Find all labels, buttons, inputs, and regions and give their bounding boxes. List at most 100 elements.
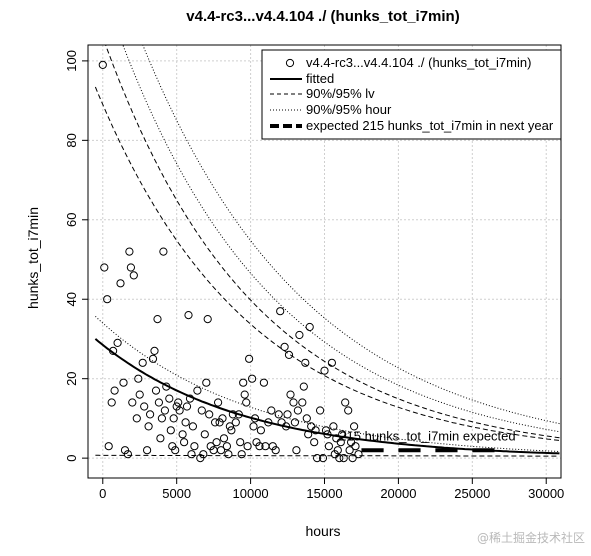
data-point	[132, 414, 141, 423]
data-point	[271, 446, 280, 455]
y-tick-label: 0	[64, 455, 79, 462]
data-point	[146, 410, 155, 419]
watermark: @稀土掘金技术社区	[477, 530, 585, 545]
data-point	[338, 430, 347, 439]
data-point	[351, 442, 360, 451]
data-point	[255, 442, 264, 451]
data-point	[236, 438, 245, 447]
data-point	[218, 414, 227, 423]
data-point	[197, 406, 206, 415]
data-point	[341, 398, 350, 407]
data-point	[280, 342, 289, 351]
data-point	[243, 442, 252, 451]
data-point	[166, 426, 175, 435]
data-point	[324, 442, 333, 451]
data-point	[174, 398, 183, 407]
data-point	[336, 438, 345, 447]
x-tick-label: 25000	[454, 486, 490, 501]
data-point	[222, 442, 231, 451]
data-point	[239, 378, 248, 387]
data-point	[345, 446, 354, 455]
data-point	[323, 430, 332, 439]
data-point	[354, 450, 363, 459]
y-tick-label: 100	[64, 50, 79, 72]
data-point	[264, 418, 273, 427]
x-tick-label: 10000	[233, 486, 269, 501]
data-point	[178, 430, 187, 439]
data-point	[302, 414, 311, 423]
data-point	[138, 358, 147, 367]
data-point	[237, 450, 246, 459]
y-tick-label: 60	[64, 213, 79, 227]
data-point	[267, 406, 276, 415]
data-point	[126, 263, 135, 272]
data-point	[140, 402, 149, 411]
y-tick-label: 20	[64, 371, 79, 385]
data-point	[240, 390, 249, 399]
data-point	[248, 374, 257, 383]
data-point	[327, 358, 336, 367]
data-point	[311, 426, 320, 435]
data-point	[154, 398, 163, 407]
data-point	[187, 450, 196, 459]
legend-label-fitted: fitted	[306, 71, 334, 86]
x-axis-label: hours	[305, 523, 340, 539]
data-point	[225, 422, 234, 431]
data-point	[335, 454, 344, 463]
x-tick-label: 0	[99, 486, 106, 501]
data-point	[190, 442, 199, 451]
data-point	[228, 410, 237, 419]
data-point	[224, 450, 233, 459]
data-point	[305, 322, 314, 332]
data-point	[128, 398, 137, 407]
data-point	[153, 315, 162, 324]
data-point	[184, 311, 193, 320]
data-point	[200, 430, 209, 439]
data-point	[216, 446, 226, 455]
data-point	[116, 279, 125, 288]
data-point	[299, 382, 308, 391]
data-point	[344, 406, 353, 415]
legend-box	[261, 49, 562, 140]
x-tick-label: 5000	[162, 486, 191, 501]
data-point	[276, 307, 285, 316]
legend-label-lv: 90%/95% lv	[306, 86, 375, 101]
expected-annotation: 215 hunks_tot_i7min expected	[339, 428, 515, 443]
points-layer	[98, 60, 363, 463]
data-point	[348, 454, 357, 463]
data-point	[199, 450, 208, 459]
data-point	[249, 422, 258, 431]
data-point	[313, 454, 322, 463]
band-line-hour-upper	[142, 45, 560, 425]
data-point	[125, 247, 134, 256]
legend-label-points: v4.4-rc3...v4.4.104 ./ (hunks_tot_i7min)	[306, 55, 531, 70]
data-point	[316, 406, 325, 415]
data-point	[293, 406, 302, 415]
data-point	[129, 271, 138, 280]
data-point	[290, 418, 299, 427]
data-point	[144, 422, 153, 431]
chart-title: v4.4-rc3...v4.4.104 ./ (hunks_tot_i7min)	[186, 8, 459, 25]
data-point	[110, 386, 119, 395]
data-point	[104, 442, 113, 451]
data-point	[202, 378, 211, 387]
data-point	[350, 422, 359, 431]
data-point	[150, 346, 159, 355]
data-point	[151, 386, 161, 395]
data-point	[143, 446, 152, 455]
data-point	[307, 422, 316, 431]
legend-label-expected: expected 215 hunks_tot_i7min in next yea…	[306, 118, 554, 133]
data-point	[181, 418, 190, 427]
data-point	[159, 247, 168, 256]
legend-point-icon	[285, 58, 295, 68]
x-tick-label: 30000	[528, 486, 564, 501]
legend-label-hour: 90%/95% hour	[306, 102, 392, 117]
data-point	[219, 434, 229, 443]
data-point	[320, 366, 329, 375]
data-point	[283, 410, 292, 419]
data-point	[113, 338, 122, 347]
data-point	[339, 454, 348, 463]
band-line-lv-lower	[95, 454, 560, 457]
data-point	[185, 394, 195, 403]
